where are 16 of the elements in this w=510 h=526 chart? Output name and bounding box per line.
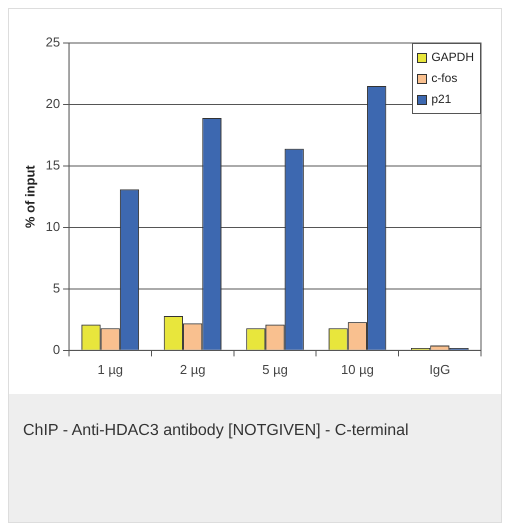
y-tick-label: 25 [46,34,60,50]
x-tick-label: 10 µg [341,362,374,377]
x-tick-label: 1 µg [97,362,124,377]
legend-label: p21 [431,91,452,108]
y-tick-label: 15 [46,158,60,173]
y-tick-label: 5 [52,280,60,296]
x-tick-label: 2 µg [180,362,206,377]
x-tick-label: 5 µg [262,362,288,377]
legend-label: c-fos [431,70,458,87]
legend-label: GAPDH [431,49,474,66]
text: ChIP - Anti-HDAC3 antibody [NOTGIVEN] - C-terminal [23,421,410,441]
y-axis-title: % of input [22,164,38,228]
x-tick-label: IgG [429,362,450,377]
y-tick-label: 0 [52,342,60,357]
y-tick-label: 10 [46,219,60,234]
y-tick-label: 20 [46,96,60,112]
